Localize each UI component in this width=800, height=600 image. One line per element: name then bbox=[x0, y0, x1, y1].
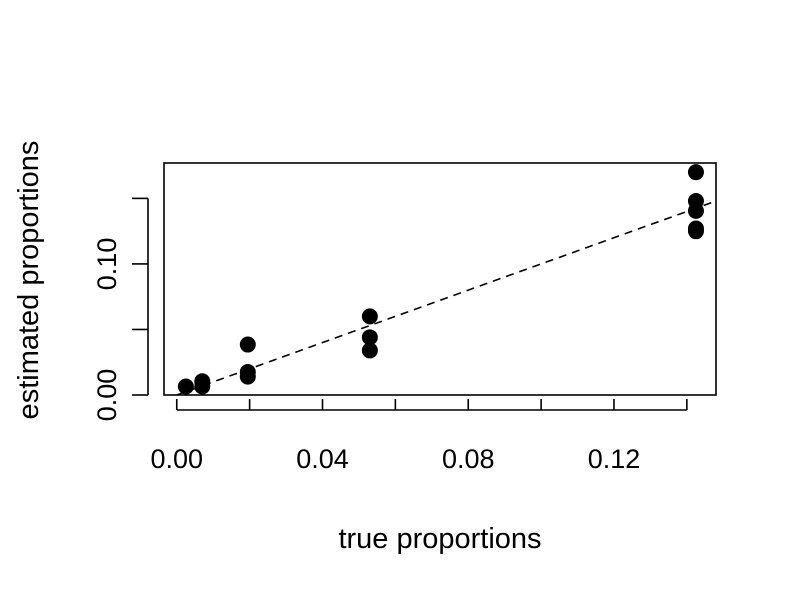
reference-line-group bbox=[176, 200, 717, 396]
data-points-group bbox=[177, 164, 704, 395]
data-point bbox=[687, 164, 704, 181]
data-point bbox=[239, 336, 256, 353]
y-tick-label: 0.10 bbox=[92, 238, 122, 291]
y-tick-label: 0.00 bbox=[92, 369, 122, 422]
data-point bbox=[177, 378, 194, 395]
data-point bbox=[361, 308, 378, 325]
x-axis: 0.00 0.04 0.08 0.12 bbox=[150, 399, 688, 474]
data-point bbox=[687, 220, 704, 237]
plot-frame bbox=[163, 162, 717, 396]
data-point bbox=[687, 193, 704, 210]
x-tick-label: 0.04 bbox=[296, 444, 349, 474]
x-tick-label: 0.12 bbox=[588, 444, 641, 474]
x-tick-label: 0.00 bbox=[150, 444, 203, 474]
reference-line bbox=[176, 200, 717, 396]
x-axis-label: true proportions bbox=[338, 523, 541, 555]
y-axis-label: estimated proportions bbox=[13, 141, 45, 420]
data-point bbox=[194, 373, 211, 390]
y-axis: 0.00 0.10 bbox=[92, 197, 149, 422]
data-point bbox=[239, 364, 256, 381]
data-point bbox=[361, 342, 378, 359]
data-point bbox=[361, 329, 378, 346]
x-tick-label: 0.08 bbox=[442, 444, 495, 474]
